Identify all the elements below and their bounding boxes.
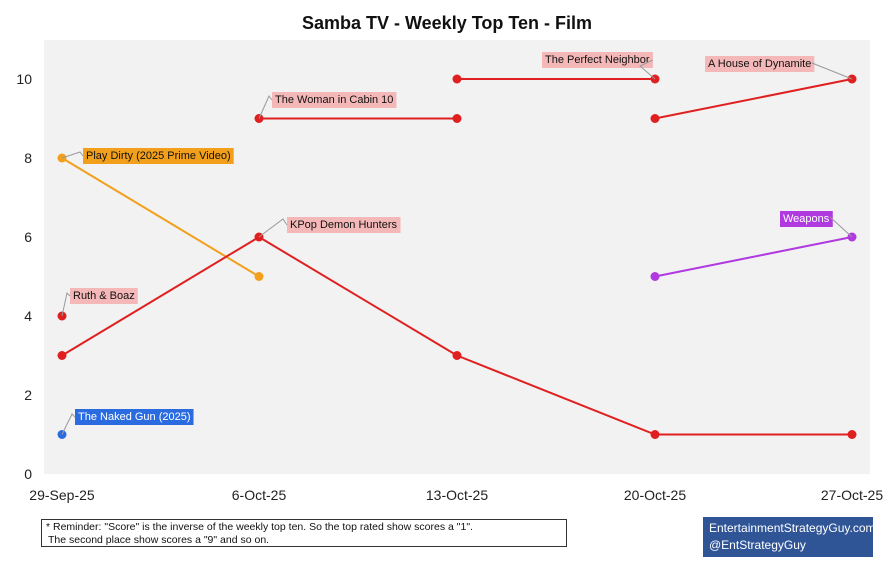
series-label-text: The Woman in Cabin 10 — [275, 94, 393, 106]
label-leader-line — [258, 218, 288, 238]
series-label-text: The Naked Gun (2025) — [78, 411, 191, 423]
series-label: The Woman in Cabin 10 — [258, 92, 397, 119]
series-label: Ruth & Boaz — [61, 288, 138, 317]
y-tick-label: 0 — [24, 466, 32, 482]
chart-title: Samba TV - Weekly Top Ten - Film — [302, 13, 592, 33]
data-point — [57, 351, 67, 360]
series-label-background — [272, 92, 397, 108]
y-tick-label: 4 — [24, 308, 32, 324]
y-tick-label: 10 — [16, 71, 32, 87]
series-label: Play Dirty (2025 Prime Video) — [61, 148, 234, 164]
series-label: Weapons — [780, 211, 853, 238]
label-leader-line — [258, 95, 273, 119]
data-point — [650, 430, 660, 439]
series-label-background — [287, 217, 401, 233]
series-label-background — [542, 52, 653, 68]
label-leader-line — [829, 216, 853, 238]
series-label-text: Ruth & Boaz — [73, 290, 135, 302]
credit-website: EntertainmentStrategyGuy.com — [709, 521, 876, 535]
series-line-segment — [61, 236, 260, 357]
series-label: KPop Demon Hunters — [258, 217, 401, 238]
series-label-text: The Perfect Neighbor — [545, 54, 650, 66]
y-tick-label: 2 — [24, 387, 32, 403]
data-point — [452, 114, 462, 123]
x-tick-label: 6-Oct-25 — [232, 487, 287, 503]
series-label-text: KPop Demon Hunters — [290, 219, 397, 231]
series-6 — [650, 74, 857, 123]
plot-area — [44, 40, 870, 474]
series-line-segment — [456, 354, 656, 436]
label-leader-line — [61, 413, 76, 435]
series-label-background — [780, 211, 833, 227]
x-tick-label: 13-Oct-25 — [426, 487, 488, 503]
series-line-segment — [654, 78, 853, 120]
y-tick-label: 6 — [24, 229, 32, 245]
series-line-segment — [654, 236, 853, 278]
y-tick-label: 8 — [24, 150, 32, 166]
series-label: The Naked Gun (2025) — [61, 409, 194, 435]
series-label-background — [83, 148, 234, 164]
label-leader-line — [811, 62, 853, 80]
series-label-background — [70, 288, 138, 304]
series-label-text: Weapons — [783, 213, 830, 225]
credit-box: EntertainmentStrategyGuy.com @EntStrateg… — [703, 517, 876, 557]
series-label-background — [75, 409, 194, 425]
label-leader-line — [61, 151, 84, 159]
series-label: A House of Dynamite — [705, 56, 853, 80]
x-tick-label: 20-Oct-25 — [624, 487, 686, 503]
label-leader-line — [61, 291, 71, 317]
series-line-segment — [258, 236, 458, 357]
data-point — [847, 430, 857, 439]
series-label-text: A House of Dynamite — [708, 58, 811, 70]
credit-handle: @EntStrategyGuy — [709, 538, 806, 552]
x-tick-label: 29-Sep-25 — [29, 487, 95, 503]
data-point — [650, 114, 660, 123]
reminder-note-line-1: * Reminder: "Score" is the inverse of th… — [46, 521, 473, 533]
series-label-text: Play Dirty (2025 Prime Video) — [86, 150, 231, 162]
reminder-note: * Reminder: "Score" is the inverse of th… — [41, 519, 567, 547]
series-7 — [650, 232, 857, 281]
data-point — [452, 74, 462, 84]
data-point — [452, 351, 462, 360]
data-point — [650, 272, 660, 281]
series-label-background — [705, 56, 815, 72]
series-label: The Perfect Neighbor — [542, 52, 656, 80]
x-tick-label: 27-Oct-25 — [821, 487, 883, 503]
data-point — [254, 272, 264, 281]
reminder-note-line-2: The second place show scores a "9" and s… — [48, 534, 270, 546]
label-leader-line — [639, 59, 656, 80]
